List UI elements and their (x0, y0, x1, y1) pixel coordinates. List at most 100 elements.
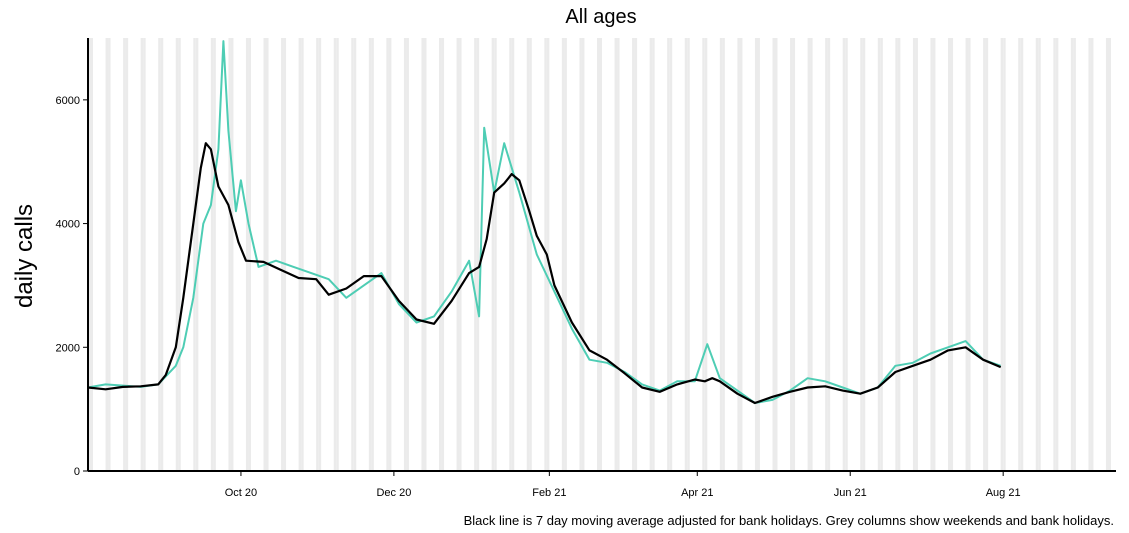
weekend-column (125, 38, 129, 471)
weekend-column (880, 38, 883, 471)
weekend-column (511, 38, 515, 471)
weekend-column (860, 38, 863, 471)
x-tick-label: Jun 21 (834, 487, 867, 499)
weekend-column (228, 38, 231, 471)
chart-caption: Black line is 7 day moving average adjus… (464, 513, 1114, 528)
weekend-column (403, 38, 407, 471)
weekend-column (526, 38, 530, 471)
weekend-column (494, 38, 497, 471)
weekend-shading (88, 38, 1111, 471)
y-tick-label: 2000 (56, 342, 80, 354)
weekend-column (561, 38, 565, 471)
weekend-column (634, 38, 638, 471)
weekend-column (632, 38, 635, 471)
weekend-column (143, 38, 146, 471)
weekend-column (301, 38, 304, 471)
series-lines (87, 40, 1002, 405)
weekend-column (1070, 38, 1074, 471)
weekend-column (983, 38, 986, 471)
weekend-column (825, 38, 828, 471)
x-tick-label: Oct 20 (225, 487, 257, 499)
weekend-column (810, 38, 813, 471)
weekend-column (529, 38, 532, 471)
weekend-column (546, 38, 550, 471)
weekend-column (439, 38, 442, 471)
weekend-column (792, 38, 796, 471)
weekend-column (652, 38, 655, 471)
weekend-column (421, 38, 424, 471)
weekend-column (754, 38, 758, 471)
weekend-column (599, 38, 602, 471)
weekend-column (564, 38, 567, 471)
weekend-column (388, 38, 392, 471)
weekend-column (649, 38, 653, 471)
weekend-column (915, 38, 918, 471)
weekend-column (423, 38, 427, 471)
weekend-column (1038, 38, 1041, 471)
weekend-column (230, 38, 234, 471)
weekend-column (371, 38, 374, 471)
weekend-column (108, 38, 111, 471)
weekend-column (842, 38, 846, 471)
weekend-column (213, 38, 216, 471)
y-tick-label: 4000 (56, 219, 80, 231)
weekend-column (441, 38, 445, 471)
weekend-column (1020, 38, 1024, 471)
weekend-column (775, 38, 778, 471)
weekend-column (318, 38, 322, 471)
weekend-column (932, 38, 936, 471)
y-tick-label: 0 (74, 466, 80, 478)
weekend-column (930, 38, 933, 471)
weekend-column (722, 38, 725, 471)
weekend-column (667, 38, 670, 471)
weekend-column (1105, 38, 1109, 471)
weekend-column (687, 38, 690, 471)
weekend-column (702, 38, 705, 471)
weekend-column (1088, 38, 1091, 471)
weekend-column (316, 38, 319, 471)
weekend-column (459, 38, 462, 471)
weekend-column (1090, 38, 1094, 471)
weekend-column (739, 38, 743, 471)
weekend-column (1003, 38, 1006, 471)
weekend-column (845, 38, 848, 471)
weekend-column (178, 38, 181, 471)
weekend-column (1035, 38, 1039, 471)
x-axis: Oct 20 Dec 20 Feb 21 Apr 21 Jun 21 Aug 21 (225, 471, 1021, 499)
weekend-column (193, 38, 196, 471)
weekend-column (684, 38, 688, 471)
chart-title: All ages (565, 6, 636, 28)
weekend-column (1073, 38, 1076, 471)
weekend-column (807, 38, 811, 471)
weekend-column (579, 38, 582, 471)
weekend-column (862, 38, 866, 471)
weekend-column (1053, 38, 1056, 471)
weekend-column (1000, 38, 1004, 471)
weekend-column (406, 38, 409, 471)
weekend-column (772, 38, 776, 471)
y-tick-label: 6000 (56, 95, 80, 107)
weekend-column (581, 38, 585, 471)
x-tick-label: Apr 21 (681, 487, 713, 499)
weekend-column (757, 38, 760, 471)
weekend-column (333, 38, 337, 471)
x-tick-label: Aug 21 (986, 487, 1021, 499)
weekend-column (737, 38, 740, 471)
weekend-column (175, 38, 179, 471)
weekend-column (281, 38, 284, 471)
weekend-column (158, 38, 161, 471)
weekend-column (617, 38, 620, 471)
weekend-column (248, 38, 251, 471)
weekend-column (386, 38, 389, 471)
weekend-column (298, 38, 302, 471)
weekend-column (912, 38, 916, 471)
weekend-column (965, 38, 969, 471)
weekend-column (368, 38, 372, 471)
weekend-column (897, 38, 901, 471)
y-axis: 0 2000 4000 6000 (56, 95, 88, 478)
weekend-column (266, 38, 269, 471)
weekend-column (263, 38, 267, 471)
weekend-column (877, 38, 881, 471)
moving-average-line (87, 142, 1002, 405)
